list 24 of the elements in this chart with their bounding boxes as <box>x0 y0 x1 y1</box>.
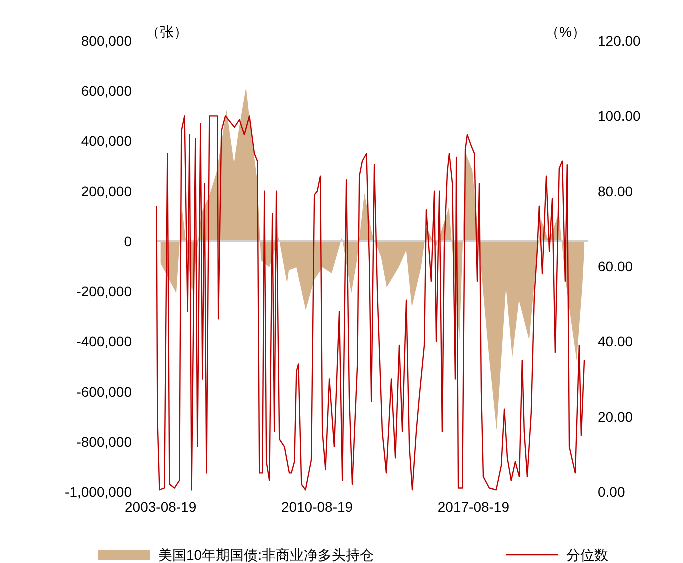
y2-tick-label: 0.00 <box>598 484 626 500</box>
y2-axis-title: （%） <box>546 24 586 40</box>
y-tick-label: 200,000 <box>81 183 132 200</box>
y-tick-label: 800,000 <box>81 33 132 49</box>
y2-tick-label: 40.00 <box>598 334 634 350</box>
y-tick-label: 400,000 <box>81 133 132 150</box>
x-tick-label: 2017-08-19 <box>438 499 510 515</box>
y-tick-label: 0 <box>124 233 132 250</box>
y2-tick-label: 60.00 <box>598 258 634 274</box>
x-tick-label: 2010-08-19 <box>281 499 354 515</box>
y-tick-label: -400,000 <box>76 334 132 350</box>
x-tick-label: 2003-08-19 <box>125 499 197 515</box>
y-tick-label: -600,000 <box>76 384 132 400</box>
y-tick-label: -200,000 <box>76 284 132 300</box>
y2-tick-label: 20.00 <box>598 408 634 425</box>
legend-label: 美国10年期国债:非商业净多头持仓 <box>158 547 374 563</box>
y-axis-title: （张） <box>146 24 188 40</box>
y-tick-label: -800,000 <box>76 434 132 450</box>
y2-tick-label: 80.00 <box>598 183 634 200</box>
y-tick-label: 600,000 <box>81 83 132 100</box>
y2-tick-label: 120.00 <box>598 33 642 49</box>
y-tick-label: -1,000,000 <box>65 484 132 500</box>
legend-label: 分位数 <box>566 547 608 563</box>
y2-tick-label: 100.00 <box>598 108 642 124</box>
